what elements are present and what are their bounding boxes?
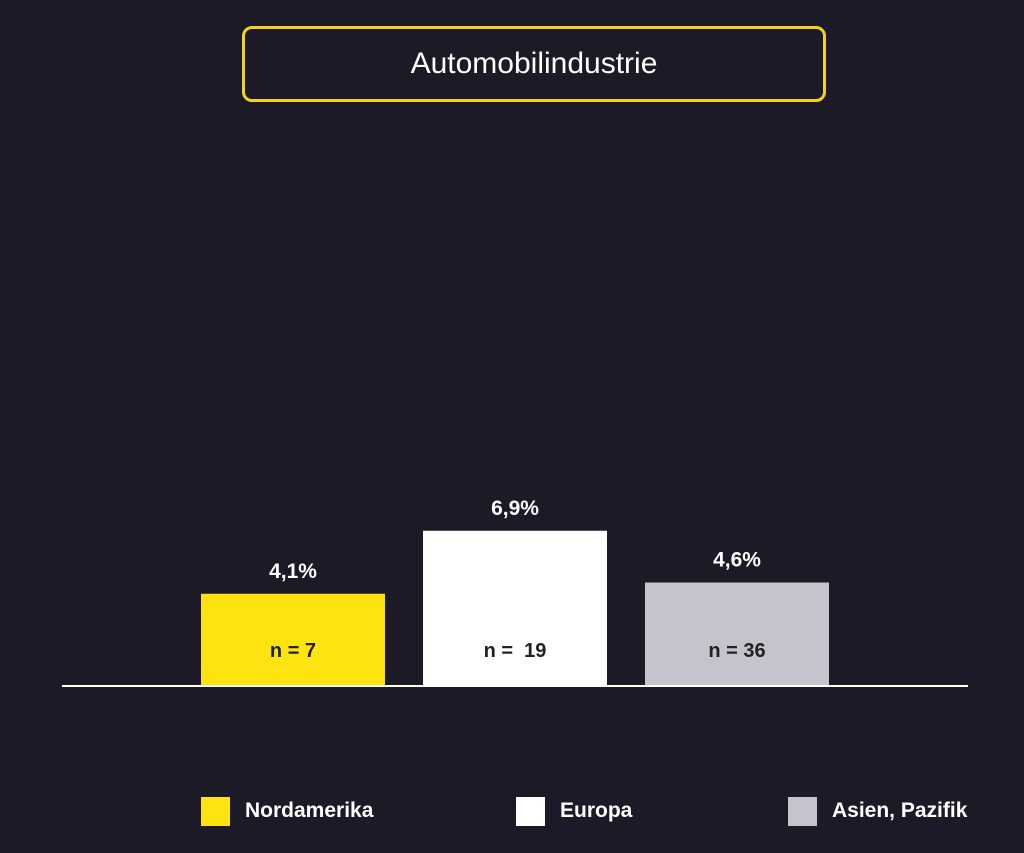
n-label-asien-pazifik: n = 36 bbox=[708, 640, 765, 662]
legend-swatch-europa bbox=[516, 796, 545, 826]
value-label-asien-pazifik: 4,6% bbox=[713, 549, 761, 572]
bar-asien-pazifik bbox=[645, 582, 829, 686]
bar-nordamerika bbox=[201, 593, 385, 686]
legend-swatch-nordamerika bbox=[201, 796, 230, 826]
legend-label-nordamerika: Nordamerika bbox=[245, 799, 374, 822]
value-label-europa: 6,9% bbox=[491, 497, 539, 520]
bar-europa bbox=[423, 530, 607, 686]
legend-label-asien-pazifik: Asien, Pazifik bbox=[832, 799, 968, 822]
value-label-nordamerika: 4,1% bbox=[269, 560, 317, 583]
legend-item-europa: Europa bbox=[516, 796, 632, 826]
n-label-europa: n = 19 bbox=[484, 640, 547, 662]
legend-swatch-asien-pazifik bbox=[788, 796, 817, 826]
n-label-nordamerika: n = 7 bbox=[270, 640, 316, 662]
legend-label-europa: Europa bbox=[560, 799, 633, 822]
legend-item-asien-pazifik: Asien, Pazifik bbox=[788, 796, 967, 826]
legend-item-nordamerika: Nordamerika bbox=[201, 796, 373, 826]
chart-title: Automobilindustrie bbox=[242, 26, 826, 102]
